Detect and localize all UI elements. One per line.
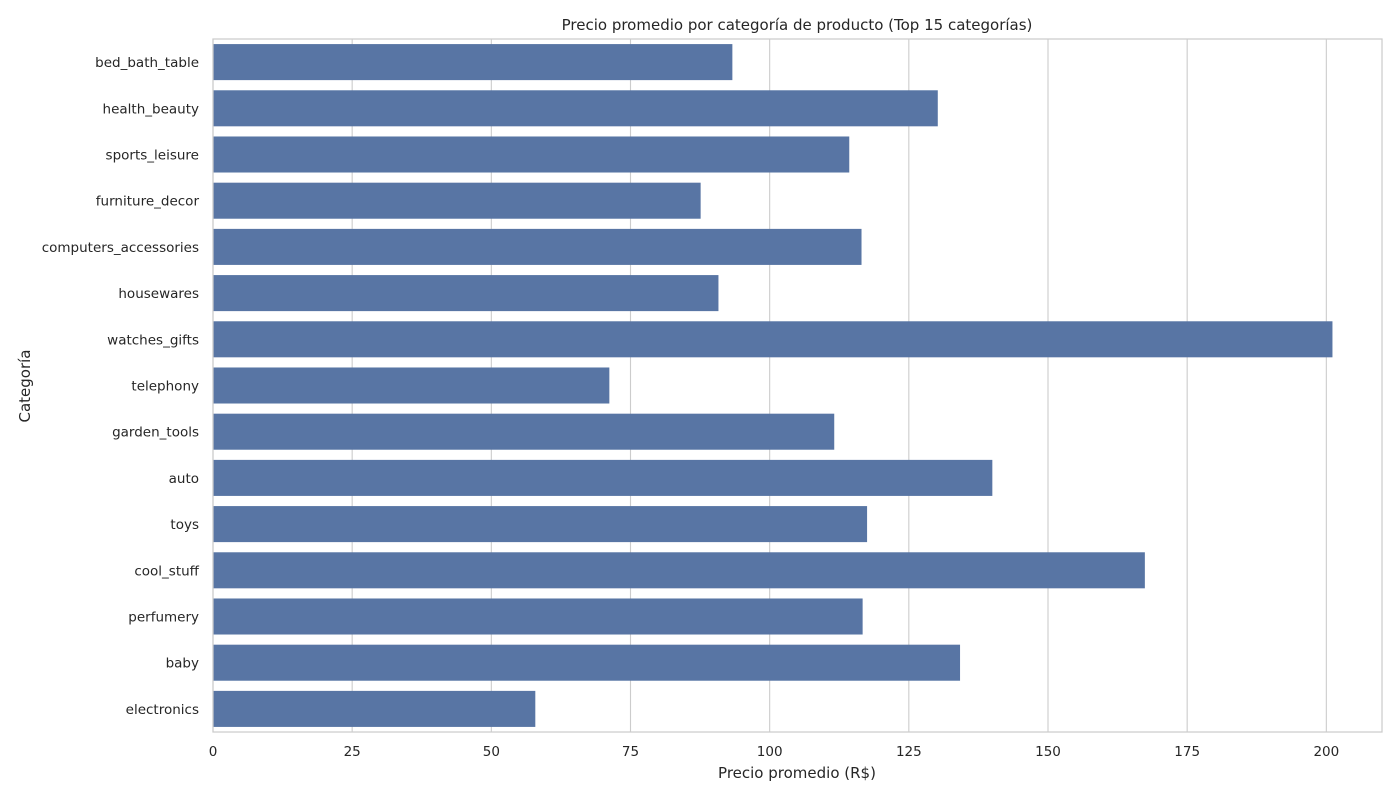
bars [213, 44, 1333, 727]
x-tick-label: 100 [757, 744, 783, 760]
bar-cool_stuff [213, 552, 1145, 589]
bar-housewares [213, 275, 719, 312]
y-tick-labels: bed_bath_table health_beauty sports_leisur… [42, 55, 200, 718]
category-label: electronics [126, 702, 199, 718]
x-tick-labels: 0 25 50 75 100 125 150 175 200 [209, 744, 1340, 760]
y-axis-label: Categoría [16, 349, 34, 422]
bar-baby [213, 644, 961, 681]
bar-computers_accessories [213, 228, 862, 265]
bar-telephony [213, 367, 610, 404]
category-label: health_beauty [103, 101, 199, 117]
category-label: sports_leisure [106, 148, 199, 164]
category-label: telephony [131, 379, 199, 395]
bar-electronics [213, 690, 536, 727]
bar-garden_tools [213, 413, 835, 450]
category-label: housewares [118, 286, 199, 302]
x-tick-label: 0 [209, 744, 218, 760]
x-tick-label: 200 [1313, 744, 1339, 760]
bar-health_beauty [213, 90, 938, 127]
category-label: auto [169, 471, 199, 487]
x-tick-label: 125 [896, 744, 922, 760]
bar-auto [213, 459, 993, 496]
category-label: cool_stuff [134, 563, 199, 579]
category-label: baby [166, 656, 199, 672]
plot-frame [212, 38, 1383, 733]
x-tick-label: 175 [1174, 744, 1200, 760]
category-label: garden_tools [112, 425, 199, 441]
bar-perfumery [213, 598, 863, 635]
bar-sports_leisure [213, 136, 850, 173]
x-axis-label: Precio promedio (R$) [718, 764, 876, 782]
category-label: bed_bath_table [95, 55, 199, 71]
x-tick-label: 25 [344, 744, 361, 760]
chart-title: Precio promedio por categoría de product… [562, 16, 1033, 34]
bar-furniture_decor [213, 182, 701, 219]
category-label: perfumery [128, 610, 199, 626]
x-tick-label: 150 [1035, 744, 1061, 760]
bar-watches_gifts [213, 321, 1333, 358]
category-label: toys [170, 517, 199, 533]
x-tick-label: 75 [622, 744, 639, 760]
x-tick-label: 50 [483, 744, 500, 760]
bar-toys [213, 506, 868, 543]
category-label: furniture_decor [96, 194, 200, 210]
category-label: watches_gifts [107, 332, 199, 348]
bar-bed_bath_table [213, 44, 733, 81]
category-label: computers_accessories [42, 240, 199, 256]
